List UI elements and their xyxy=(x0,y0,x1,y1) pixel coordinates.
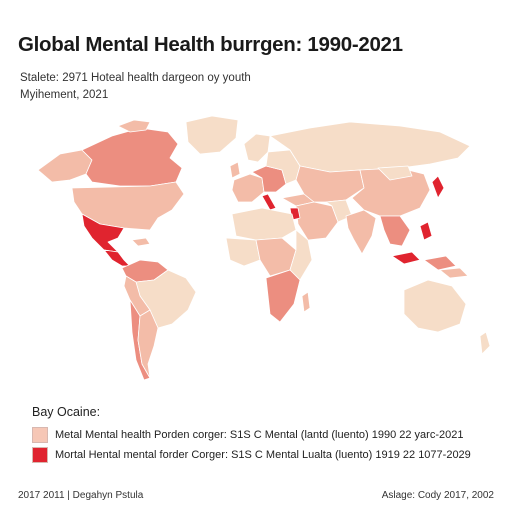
region-scandinavia xyxy=(243,133,271,163)
legend-swatch-low xyxy=(32,427,48,443)
region-new-zealand xyxy=(479,331,491,355)
footer-source: 2017 2011 | Degahyn Pstula xyxy=(18,490,144,501)
region-india xyxy=(345,209,377,255)
world-map xyxy=(37,115,491,381)
region-usa xyxy=(71,181,185,231)
legend-label-low: Metal Mental health Porden corger: S1S C… xyxy=(55,429,464,441)
region-mongolia xyxy=(377,165,413,181)
legend-item-low: Metal Mental health Porden corger: S1S C… xyxy=(32,427,463,443)
region-russia xyxy=(269,121,471,173)
region-italy xyxy=(261,193,277,211)
legend-label-high: Mortal Hental mental forder Corger: S1S … xyxy=(55,449,471,461)
legend-swatch-high xyxy=(32,447,48,463)
region-madagascar xyxy=(301,291,311,313)
map-subtitle: Stalete: 2971 Hoteal health dargeon oy y… xyxy=(20,70,251,104)
map-title: Global Mental Health burrgen: 1990-2021 xyxy=(18,33,403,56)
region-southern-africa xyxy=(265,269,301,323)
legend-title: Bay Ocaine: xyxy=(32,405,101,419)
region-middle-east xyxy=(295,201,339,241)
region-mexico xyxy=(81,213,125,253)
region-alaska xyxy=(37,149,93,183)
region-canada xyxy=(81,127,183,187)
legend-item-high: Mortal Hental mental forder Corger: S1S … xyxy=(32,447,471,463)
region-canada-arctic xyxy=(117,119,151,133)
region-north-africa xyxy=(231,207,297,241)
region-central-america xyxy=(103,249,131,267)
region-iran xyxy=(325,199,353,223)
region-caribbean xyxy=(131,237,151,247)
region-new-guinea xyxy=(439,267,469,279)
subtitle-line-1: Stalete: 2971 Hoteal health dargeon oy y… xyxy=(20,72,251,84)
region-west-africa xyxy=(225,237,261,267)
region-uk xyxy=(229,161,241,179)
region-argentina xyxy=(137,309,159,379)
region-greenland xyxy=(185,115,239,155)
subtitle-line-2: Myihement, 2021 xyxy=(20,89,109,101)
region-indonesia xyxy=(391,251,421,265)
region-western-europe xyxy=(231,173,265,203)
region-indonesia-east xyxy=(423,255,457,271)
region-korea-japan xyxy=(431,175,445,199)
footer-credit: Aslage: Cody 2017, 2002 xyxy=(381,490,494,501)
region-philippines xyxy=(419,221,433,241)
region-southeast-asia xyxy=(379,215,411,247)
region-australia xyxy=(403,279,467,333)
